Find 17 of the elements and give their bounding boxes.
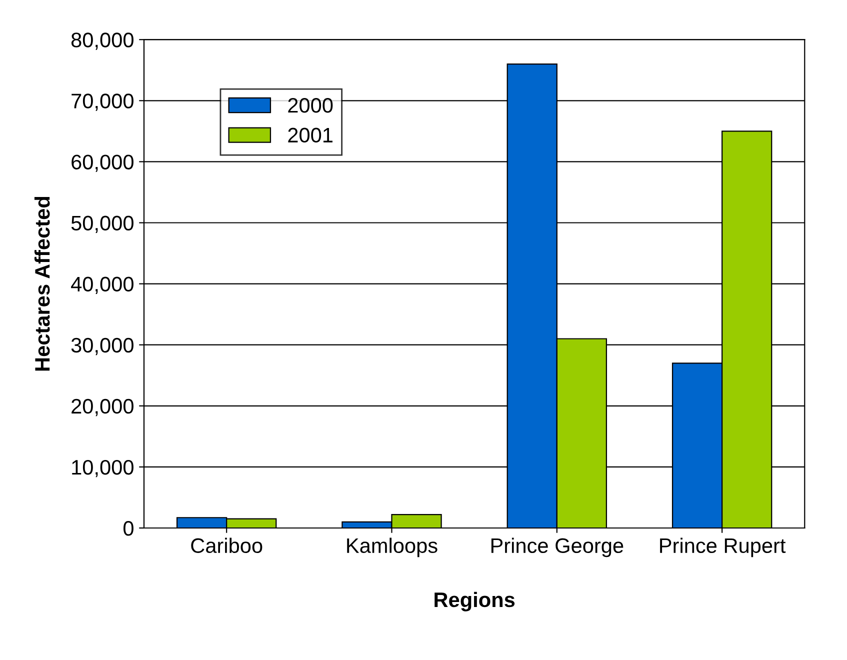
y-tick-label: 0 [123, 521, 134, 536]
x-tick-label: Cariboo [191, 538, 262, 554]
y-tick-label: 30,000 [71, 338, 134, 356]
x-tick-label: Prince Rupert [660, 538, 786, 558]
legend-label: 2000 [288, 98, 333, 113]
y-tick-label: 50,000 [71, 216, 134, 233]
y-tick-label: 10,000 [72, 460, 134, 478]
x-tick-label: Kamloops [347, 538, 438, 558]
y-tick-label: 80,000 [71, 32, 134, 50]
legend-label: 2001 [288, 128, 332, 143]
x-axis-title: Regions [434, 592, 515, 612]
y-axis-title: Hectares Affected [34, 196, 50, 371]
x-tick-label: Prince George [491, 538, 624, 558]
y-tick-label: 60,000 [72, 154, 134, 172]
y-tick-label: 20,000 [72, 398, 134, 416]
y-tick-label: 40,000 [71, 276, 134, 294]
y-tick-label: 70,000 [72, 94, 134, 111]
